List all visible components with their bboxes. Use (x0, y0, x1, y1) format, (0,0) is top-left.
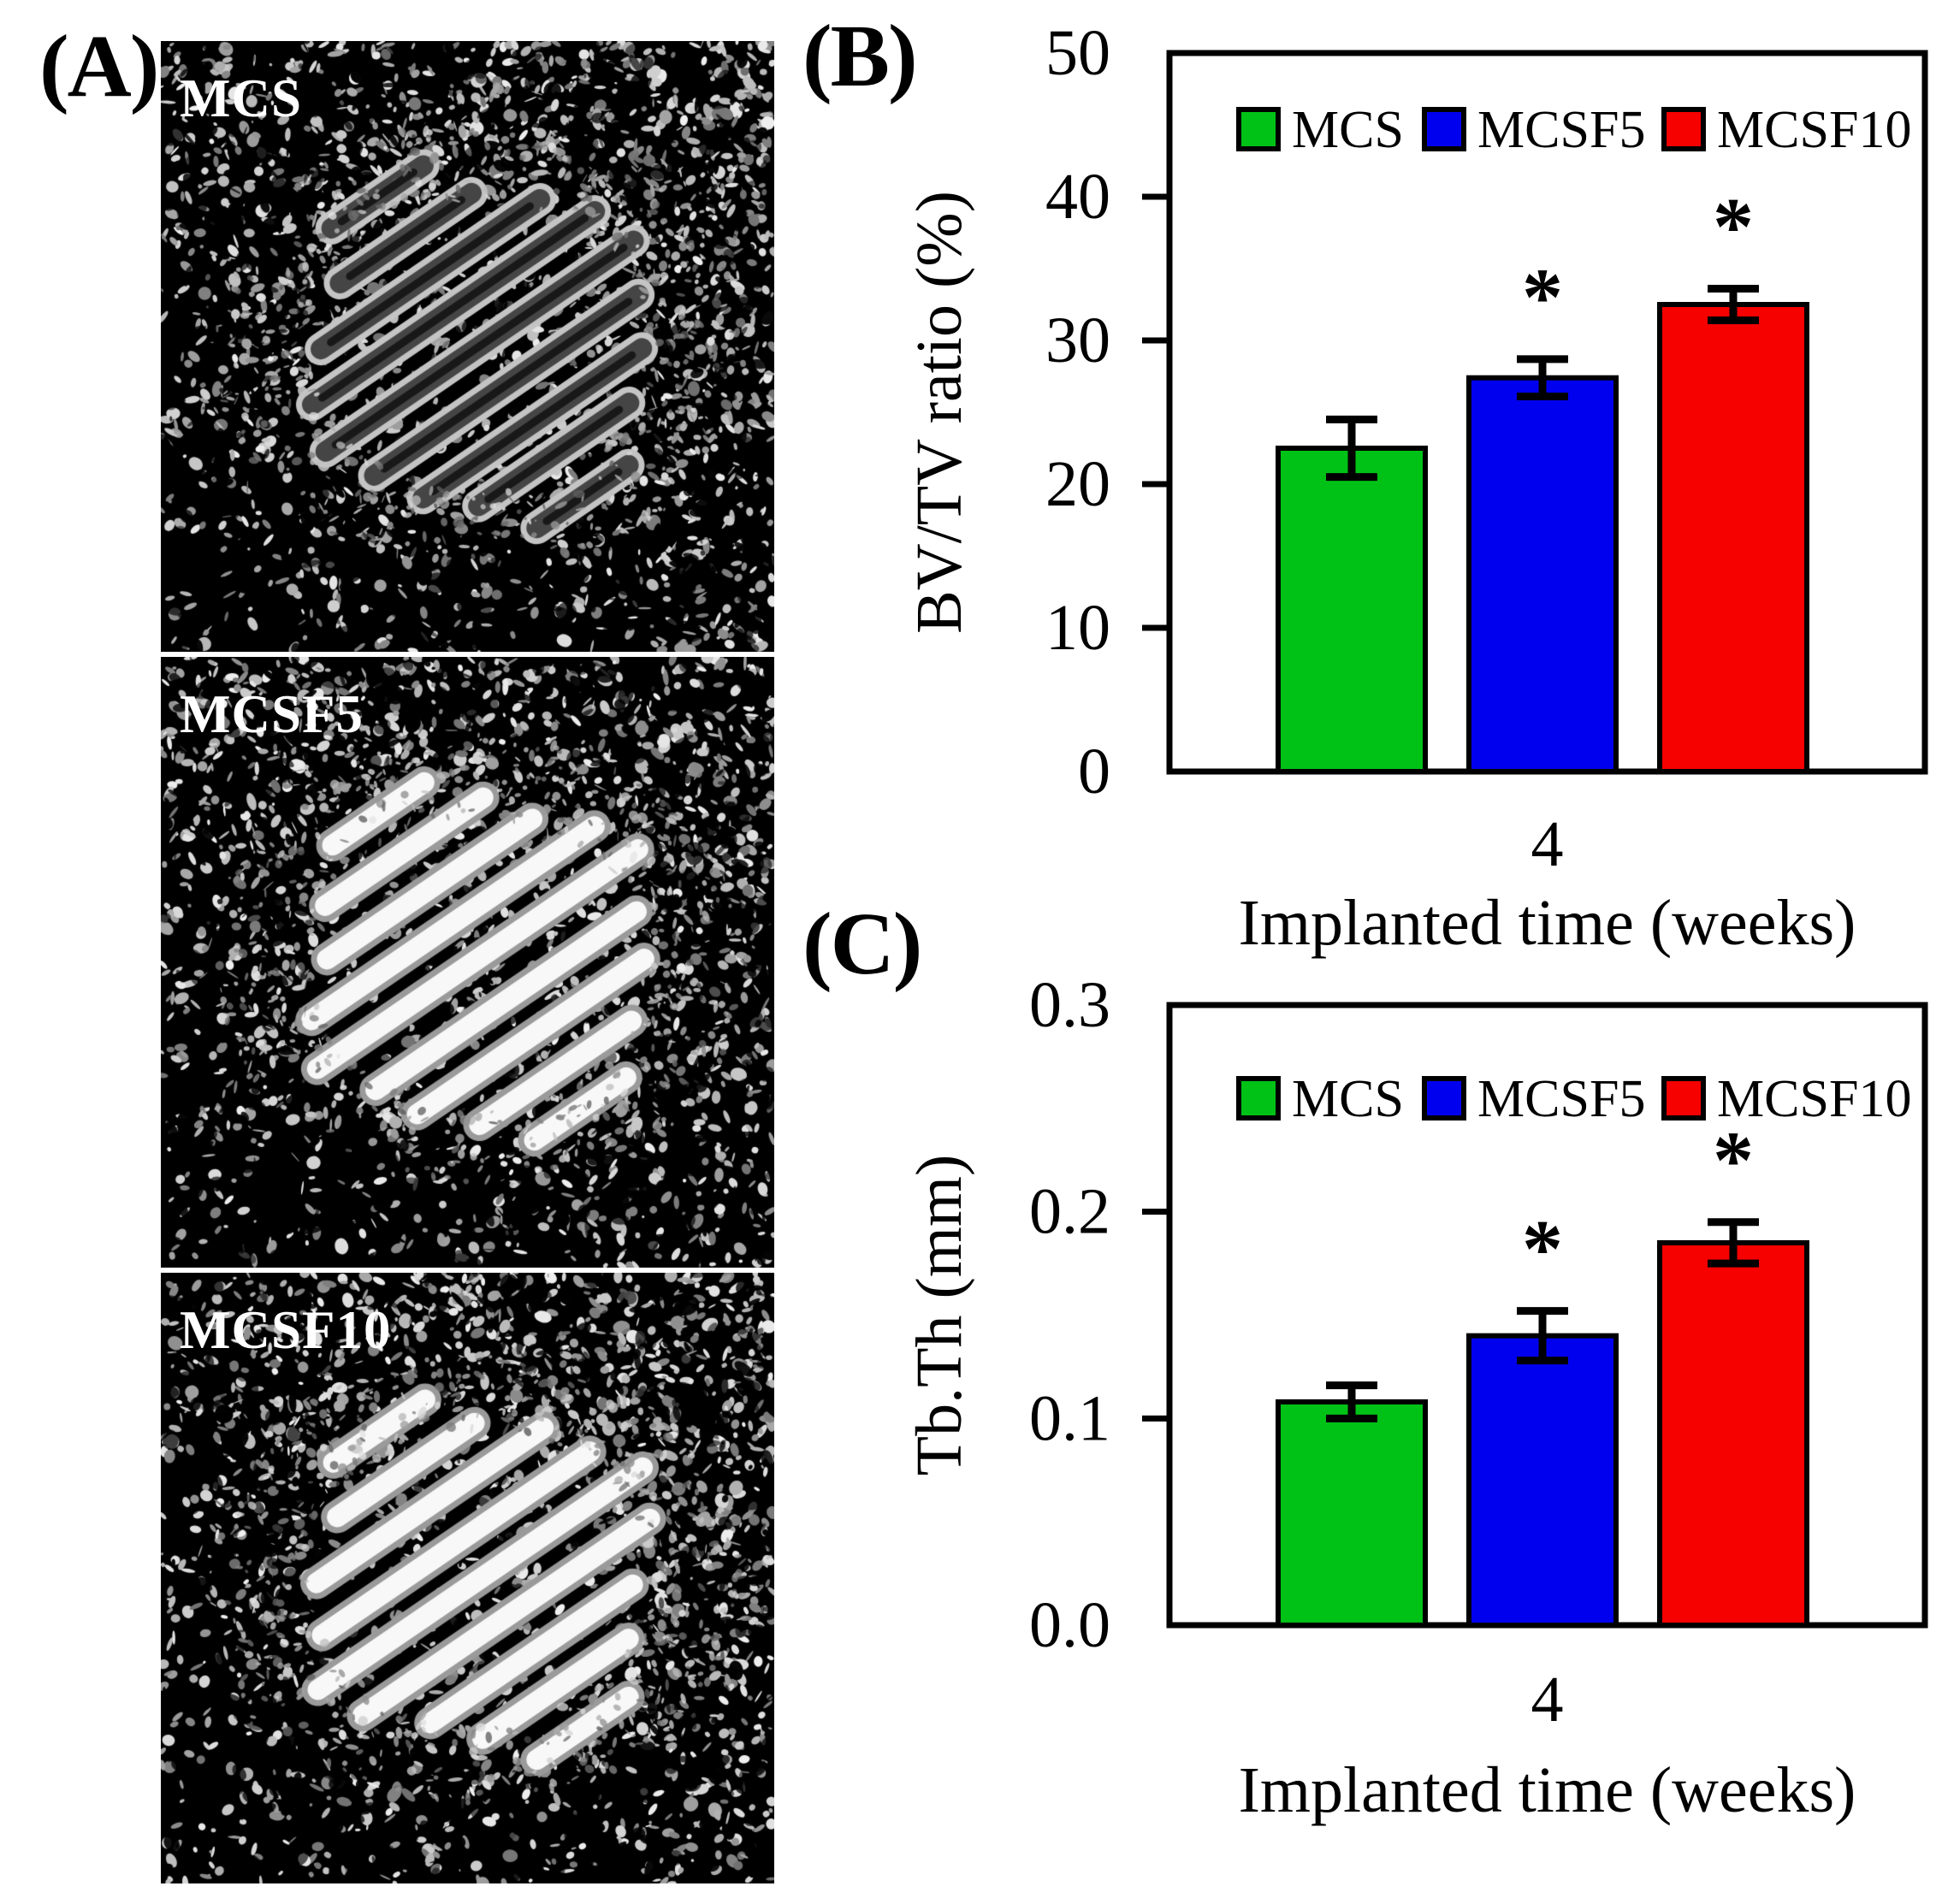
bar-mcs (1276, 1399, 1428, 1628)
y-tick-label: 0.0 (1029, 1589, 1110, 1661)
significance-asterisk: * (1522, 1203, 1563, 1295)
y-tick-label: 0.1 (1029, 1382, 1110, 1454)
legend-swatch-mcs (1236, 107, 1281, 151)
x-axis-title: Implanted time (weeks) (1239, 887, 1856, 959)
legend-swatch-mcsf5 (1422, 1076, 1466, 1121)
y-tick-label: 50 (1045, 17, 1110, 89)
significance-asterisk: * (1522, 251, 1563, 343)
bar-mcsf10 (1657, 1239, 1809, 1628)
significance-asterisk: * (1713, 1115, 1754, 1206)
microct-image-mcs: MCS (161, 41, 774, 652)
panel-a-label: (A) (39, 17, 159, 115)
y-axis-title: Tb.Th (mm) (903, 1155, 975, 1476)
microct-image-mcsf10: MCSF10 (161, 1273, 774, 1883)
legend-swatch-mcsf5 (1422, 107, 1466, 151)
legend-swatch-mcsf10 (1661, 107, 1706, 151)
bar-mcsf5 (1466, 1333, 1619, 1628)
microct-texture-canvas (161, 657, 774, 1268)
y-tick-label: 10 (1045, 592, 1110, 664)
y-tick-label: 0 (1078, 736, 1110, 807)
bar-mcsf5 (1466, 375, 1619, 774)
legend-swatch-mcs (1236, 1076, 1281, 1121)
y-tick-label: 40 (1045, 161, 1110, 233)
legend-label-mcs: MCS (1292, 1070, 1404, 1128)
tbth-chart: 0.0 0.1 0.2 0.3 Tb.Th (mm) * * 4 Implanted time … (903, 969, 1928, 1826)
y-tick-label: 20 (1045, 448, 1110, 520)
legend-label-mcsf5: MCSF5 (1477, 101, 1645, 159)
microct-image-mcsf5: MCSF5 (161, 657, 774, 1268)
photo-label-mcsf10: MCSF10 (180, 1300, 392, 1360)
y-tick-label: 30 (1045, 305, 1110, 376)
legend-label-mcsf10: MCSF10 (1717, 1070, 1911, 1128)
microct-texture-canvas (161, 41, 774, 652)
y-tick-label: 0.2 (1029, 1176, 1110, 1248)
y-axis-title: BV/TV ratio (%) (903, 191, 975, 634)
legend-label-mcs: MCS (1292, 101, 1404, 159)
photo-label-mcsf5: MCSF5 (180, 684, 364, 744)
bar-mcs (1276, 446, 1428, 774)
photo-label-mcs: MCS (180, 68, 302, 128)
microct-texture-canvas (161, 1273, 774, 1883)
legend-label-mcsf5: MCSF5 (1477, 1070, 1645, 1128)
x-axis-title: Implanted time (weeks) (1239, 1754, 1856, 1826)
significance-asterisk: * (1713, 181, 1754, 273)
legend-label-mcsf10: MCSF10 (1717, 101, 1911, 159)
x-tick-label: 4 (1531, 1664, 1564, 1735)
legend-swatch-mcsf10 (1661, 1076, 1706, 1121)
y-tick-label: 0.3 (1029, 969, 1110, 1041)
panel-b-label: (B) (802, 7, 918, 105)
panel-c-label: (C) (802, 895, 922, 993)
x-tick-label: 4 (1531, 808, 1564, 880)
bar-mcsf10 (1657, 302, 1809, 774)
